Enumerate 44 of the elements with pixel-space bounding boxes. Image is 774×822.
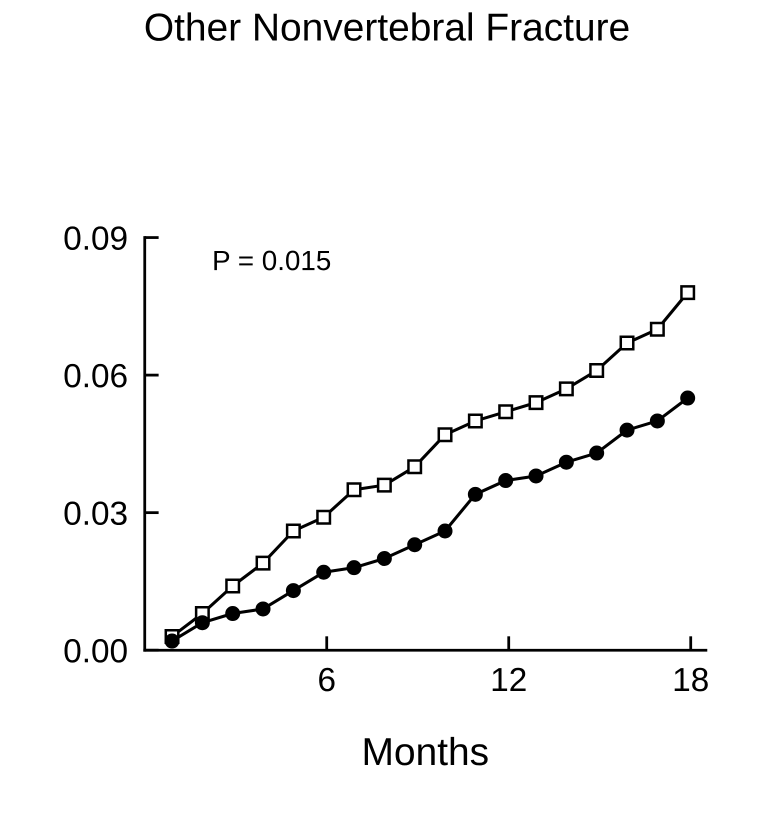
point (256, 556, 271, 571)
point (256, 601, 271, 616)
point (558, 454, 574, 470)
point (346, 560, 362, 576)
point (680, 285, 696, 300)
x-tick-label: 6 (319, 668, 335, 692)
point (558, 381, 574, 396)
x-axis-title: Months (364, 736, 488, 766)
point (164, 634, 180, 649)
point (620, 336, 635, 351)
point (407, 537, 422, 552)
point (620, 422, 635, 438)
point (194, 615, 210, 630)
y-tick-label: 0.03 (64, 501, 127, 526)
chart-title: Other Nonvertebral Fracture (146, 12, 628, 41)
y-tick-label: 0.06 (64, 364, 127, 388)
point (407, 459, 422, 474)
point (528, 468, 544, 484)
point (376, 478, 392, 493)
point (346, 482, 362, 498)
point (650, 413, 665, 428)
point (680, 390, 696, 406)
point (225, 606, 240, 622)
point (438, 427, 453, 442)
point (589, 446, 604, 461)
point (468, 413, 483, 428)
point (468, 486, 483, 502)
point (316, 564, 332, 580)
point (589, 363, 604, 378)
point (286, 583, 301, 598)
point (498, 473, 514, 488)
point (376, 551, 392, 566)
point (498, 404, 514, 420)
x-tick-label: 12 (492, 668, 526, 692)
point (528, 395, 544, 410)
annotation: P = 0.015 (214, 250, 330, 270)
point (438, 523, 453, 538)
x-tick-label: 18 (674, 668, 708, 692)
y-tick-label: 0.00 (64, 639, 127, 663)
point (225, 578, 240, 594)
y-tick-label: 0.09 (64, 226, 126, 250)
point (650, 322, 665, 337)
point (316, 510, 332, 525)
point (286, 523, 301, 538)
